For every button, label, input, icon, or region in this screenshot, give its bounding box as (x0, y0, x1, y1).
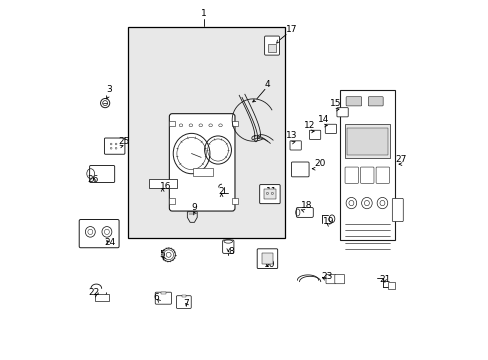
Text: 2: 2 (218, 187, 224, 196)
Bar (387, 282, 394, 289)
FancyBboxPatch shape (291, 162, 308, 177)
Text: 15: 15 (329, 99, 341, 108)
FancyBboxPatch shape (360, 167, 373, 183)
FancyBboxPatch shape (155, 292, 171, 304)
Text: 11: 11 (266, 187, 277, 196)
Bar (232, 121, 237, 126)
FancyBboxPatch shape (257, 249, 277, 269)
Text: 20: 20 (314, 159, 325, 168)
Text: 8: 8 (228, 247, 233, 256)
Text: 21: 21 (379, 275, 390, 284)
Text: 27: 27 (395, 155, 407, 164)
FancyBboxPatch shape (325, 124, 336, 134)
Text: 1: 1 (201, 9, 206, 18)
Text: 9: 9 (191, 203, 197, 212)
Bar (182, 295, 185, 297)
FancyBboxPatch shape (296, 207, 313, 217)
FancyBboxPatch shape (176, 296, 191, 309)
Bar (148, 179, 176, 188)
Bar (169, 121, 175, 126)
FancyBboxPatch shape (259, 185, 280, 204)
Bar (264, 189, 275, 199)
Bar (169, 198, 175, 204)
Bar (232, 198, 237, 204)
Text: 6: 6 (153, 293, 159, 302)
Bar (346, 129, 387, 155)
Text: 24: 24 (104, 238, 115, 247)
FancyBboxPatch shape (367, 97, 383, 106)
Bar (193, 168, 212, 176)
Text: 17: 17 (286, 24, 297, 33)
Text: 22: 22 (88, 288, 99, 297)
FancyBboxPatch shape (334, 275, 344, 284)
Text: 25: 25 (118, 138, 129, 147)
FancyBboxPatch shape (222, 240, 233, 253)
Text: 19: 19 (322, 217, 333, 226)
Text: 13: 13 (286, 131, 297, 140)
FancyBboxPatch shape (104, 138, 124, 154)
FancyBboxPatch shape (375, 167, 389, 183)
Text: 5: 5 (160, 251, 165, 259)
FancyBboxPatch shape (325, 275, 335, 284)
FancyBboxPatch shape (336, 108, 347, 117)
FancyBboxPatch shape (391, 198, 403, 222)
FancyBboxPatch shape (89, 166, 114, 183)
Text: 18: 18 (300, 201, 312, 210)
Bar (128, 27, 285, 238)
FancyBboxPatch shape (289, 141, 301, 150)
Text: 3: 3 (105, 85, 111, 94)
Text: 10: 10 (264, 260, 275, 269)
Bar (95, 294, 108, 301)
FancyBboxPatch shape (309, 130, 320, 139)
Bar (268, 44, 275, 52)
FancyBboxPatch shape (340, 90, 394, 240)
FancyBboxPatch shape (79, 220, 119, 248)
Text: 26: 26 (88, 175, 99, 184)
Bar (261, 253, 272, 264)
Text: 16: 16 (160, 182, 172, 191)
Text: 14: 14 (317, 114, 328, 123)
Text: 23: 23 (321, 271, 332, 280)
FancyBboxPatch shape (345, 167, 358, 183)
Text: 4: 4 (264, 80, 270, 89)
FancyBboxPatch shape (169, 114, 235, 211)
Text: 7: 7 (183, 299, 189, 308)
Bar (160, 292, 166, 294)
Bar (345, 124, 389, 158)
FancyBboxPatch shape (264, 36, 279, 55)
FancyBboxPatch shape (346, 97, 361, 106)
Text: 12: 12 (304, 121, 315, 130)
